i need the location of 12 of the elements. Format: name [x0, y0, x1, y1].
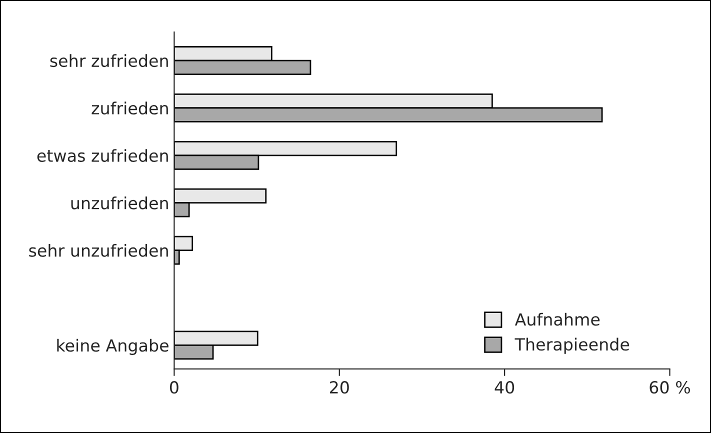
y-tick-label: sehr zufrieden	[50, 54, 168, 68]
y-tick-label: zufrieden	[92, 102, 168, 115]
x-tick-label: 20	[330, 381, 349, 394]
y-tick-label: unzufrieden	[71, 196, 168, 210]
y-tick-label: etwas zufrieden	[37, 149, 168, 162]
legend-label: Therapieende	[514, 338, 630, 354]
x-tick-label: 0	[170, 381, 178, 394]
x-tick-label: 60 %	[650, 381, 690, 394]
x-tick-label: 40	[494, 381, 514, 394]
y-tick-label: keine Angabe	[57, 338, 168, 355]
legend-label: Aufnahme	[514, 312, 600, 326]
y-tick-label: sehr unzufrieden	[29, 244, 168, 257]
